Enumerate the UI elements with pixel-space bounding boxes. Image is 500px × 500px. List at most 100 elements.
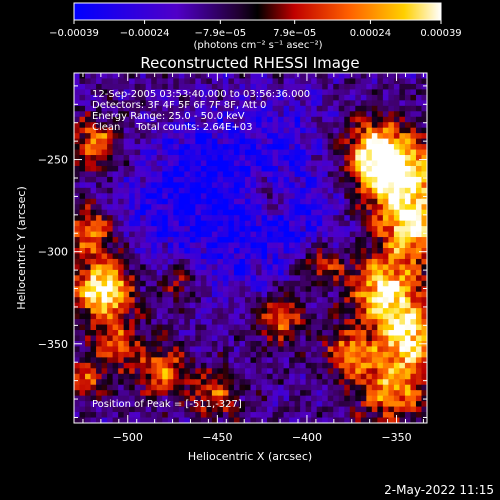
heatmap-cell	[344, 412, 351, 419]
heatmap-cell	[377, 94, 384, 101]
heatmap-cell	[322, 226, 329, 233]
heatmap-cell	[156, 286, 163, 293]
heatmap-cell	[311, 94, 318, 101]
heatmap-cell	[289, 237, 296, 244]
heatmap-cell	[388, 144, 395, 151]
heatmap-cell	[316, 160, 323, 167]
heatmap-cell	[90, 308, 97, 315]
heatmap-cell	[244, 253, 252, 260]
heatmap-cell	[222, 264, 230, 271]
heatmap-cell	[200, 286, 207, 293]
heatmap-cell	[123, 368, 130, 375]
heatmap-cell	[377, 253, 384, 260]
heatmap-cell	[233, 357, 241, 364]
heatmap-cell	[206, 242, 213, 249]
heatmap-cell	[228, 319, 235, 326]
heatmap-cell	[289, 155, 296, 162]
heatmap-cell	[239, 297, 246, 304]
heatmap-cell	[399, 335, 406, 342]
heatmap-cell	[244, 226, 252, 233]
heatmap-cell	[151, 319, 158, 326]
heatmap-cell	[300, 406, 307, 413]
heatmap-cell	[96, 417, 103, 423]
heatmap-cell	[377, 291, 384, 298]
heatmap-cell	[217, 165, 224, 173]
heatmap-cell	[184, 105, 191, 112]
heatmap-cell	[410, 401, 417, 408]
heatmap-cell	[333, 73, 340, 80]
heatmap-cell	[256, 105, 263, 112]
heatmap-cell	[355, 78, 362, 85]
heatmap-cell	[289, 308, 296, 315]
heatmap-cell	[222, 357, 230, 364]
heatmap-cell	[410, 165, 417, 173]
heatmap-cell	[338, 395, 345, 402]
heatmap-cell	[404, 215, 412, 222]
heatmap-cell	[388, 155, 395, 162]
heatmap-cell	[311, 373, 318, 380]
heatmap-cell	[382, 78, 389, 85]
heatmap-cell	[388, 286, 395, 293]
heatmap-cell	[200, 362, 207, 369]
heatmap-cell	[145, 149, 152, 156]
heatmap-cell	[233, 160, 241, 167]
heatmap-cell	[289, 286, 296, 293]
heatmap-cell	[206, 275, 213, 282]
heatmap-cell	[206, 308, 213, 315]
heatmap-cell	[404, 368, 412, 375]
heatmap-cell	[404, 198, 412, 205]
heatmap-cell	[377, 73, 384, 80]
heatmap-cell	[222, 220, 230, 227]
heatmap-cell	[101, 406, 108, 413]
heatmap-cell	[294, 308, 301, 315]
heatmap-cell	[151, 297, 158, 304]
heatmap-cell	[256, 198, 263, 205]
heatmap-cell	[74, 291, 81, 298]
heatmap-cell	[366, 100, 373, 107]
heatmap-cell	[112, 297, 119, 304]
heatmap-cell	[289, 215, 296, 222]
heatmap-cell	[305, 340, 312, 348]
heatmap-cell	[189, 231, 196, 238]
heatmap-cell	[206, 313, 213, 320]
heatmap-cell	[333, 340, 340, 348]
x-tick-label: −350	[381, 431, 411, 444]
heatmap-cell	[311, 280, 318, 287]
heatmap-cell	[382, 313, 389, 320]
heatmap-cell	[195, 302, 202, 309]
heatmap-cell	[305, 412, 312, 419]
heatmap-cell	[211, 94, 219, 101]
heatmap-cell	[294, 105, 301, 112]
heatmap-cell	[366, 144, 373, 151]
heatmap-cell	[404, 237, 412, 244]
heatmap-cell	[415, 138, 423, 145]
heatmap-cell	[118, 73, 125, 80]
heatmap-cell	[349, 330, 356, 337]
heatmap-cell	[267, 176, 274, 183]
heatmap-cell	[217, 127, 224, 134]
heatmap-cell	[421, 155, 427, 162]
heatmap-cell	[96, 220, 103, 227]
heatmap-cell	[217, 264, 224, 271]
heatmap-cell	[217, 291, 224, 298]
heatmap-cell	[184, 133, 191, 140]
heatmap-cell	[322, 171, 329, 178]
heatmap-cell	[162, 379, 169, 386]
heatmap-cell	[184, 155, 191, 162]
heatmap-cell	[267, 204, 274, 211]
heatmap-cell	[399, 204, 406, 211]
heatmap-cell	[333, 280, 340, 287]
heatmap-cell	[382, 122, 389, 129]
heatmap-cell	[256, 258, 263, 266]
heatmap-cell	[101, 83, 108, 91]
heatmap-cell	[371, 253, 378, 260]
heatmap-cell	[283, 83, 290, 91]
heatmap-cell	[256, 122, 263, 129]
heatmap-cell	[338, 379, 345, 386]
heatmap-cell	[79, 395, 86, 402]
heatmap-cell	[79, 215, 86, 222]
heatmap-cell	[96, 105, 103, 112]
heatmap-cell	[178, 231, 185, 238]
heatmap-cell	[360, 313, 367, 320]
heatmap-cell	[173, 313, 180, 320]
